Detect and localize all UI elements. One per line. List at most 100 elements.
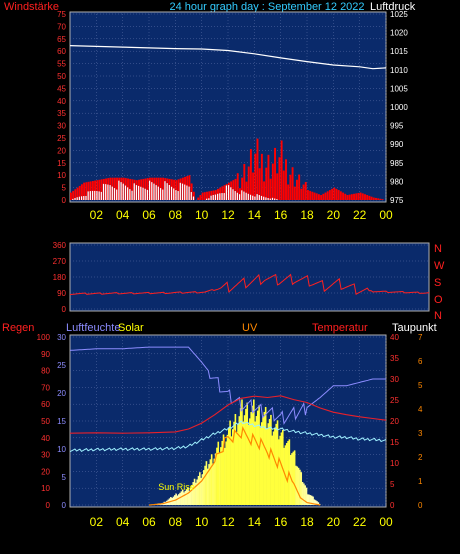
wind-bar <box>74 189 77 200</box>
wind-bar <box>278 157 281 200</box>
gust-bar <box>225 185 228 200</box>
wind-bar <box>238 188 241 200</box>
windstaerke-tick: 5 <box>62 184 67 193</box>
solar-bar <box>262 417 264 505</box>
regen-tick: 90 <box>41 350 50 359</box>
solar-bar <box>225 441 227 505</box>
solar-bar <box>250 412 252 505</box>
windstaerke-tick: 45 <box>57 84 66 93</box>
gust-bar <box>105 184 107 200</box>
wind-bar <box>72 190 75 200</box>
luftdruck-tick: 995 <box>390 122 404 131</box>
luftdruck-tick: 1020 <box>390 29 408 38</box>
taupunkt-series <box>69 420 387 453</box>
wind-bar <box>269 178 272 200</box>
x-tick-label: 06 <box>142 515 156 529</box>
solar-bar <box>267 423 270 505</box>
solar-bar <box>220 447 222 505</box>
humidity-tick: 10 <box>57 445 66 454</box>
wind-bar <box>254 153 257 200</box>
solar-bar <box>292 451 295 505</box>
wind-bar <box>192 191 195 200</box>
uv-tick: 2 <box>418 453 423 462</box>
wind-bar <box>326 191 329 200</box>
wind-bar <box>87 181 90 200</box>
humidity-tick: 0 <box>62 501 67 510</box>
gust-bar <box>140 186 142 200</box>
wind-bar <box>271 163 274 200</box>
wind-bar <box>265 167 268 200</box>
solar-bar <box>305 487 308 505</box>
wind-bar <box>300 188 303 200</box>
wind-bar <box>291 167 294 200</box>
wind-bar <box>243 163 246 200</box>
solar-bar <box>293 450 296 505</box>
wind-bar <box>364 194 366 200</box>
temperature-tick: 10 <box>390 459 399 468</box>
solar-bar <box>283 447 285 505</box>
solar-bar <box>245 408 247 505</box>
dir-label-n-bottom: N <box>434 310 442 322</box>
solar-bar <box>199 472 201 505</box>
wind-bar <box>298 174 301 200</box>
wind-bar <box>282 170 285 200</box>
regen-label: Regen <box>2 322 34 334</box>
solar-bar <box>263 411 266 505</box>
wind-bar <box>289 174 292 200</box>
uv-tick: 6 <box>418 357 423 366</box>
regen-tick: 80 <box>41 367 50 376</box>
solar-bar <box>270 414 272 505</box>
humidity-tick: 20 <box>57 389 66 398</box>
taupunkt-label: Taupunkt <box>392 322 437 334</box>
gust-bar <box>269 198 271 200</box>
gust-bar <box>221 193 223 200</box>
windstaerke-tick: 40 <box>57 97 66 106</box>
gust-bar <box>238 194 241 200</box>
temperature-tick: 15 <box>390 438 399 447</box>
solar-bar <box>222 434 225 505</box>
direction-tick: 360 <box>53 241 67 250</box>
gust-bar <box>173 188 175 200</box>
gust-bar <box>254 196 256 200</box>
luftdruck-tick: 985 <box>390 159 404 168</box>
uv-tick: 1 <box>418 477 423 486</box>
x-tick-label: 20 <box>327 515 341 529</box>
gust-bar <box>111 186 113 200</box>
solar-bar <box>242 421 245 505</box>
x-tick-label: 02 <box>90 208 104 222</box>
wind-bar <box>337 190 340 200</box>
wind-bar <box>287 184 290 200</box>
windstaerke-tick: 75 <box>57 10 66 19</box>
gust-bar <box>149 180 151 200</box>
chart-title: 24 hour graph day : September 12 2022 <box>169 1 364 13</box>
gust-bar <box>80 196 83 200</box>
luftdruck-label: Luftdruck <box>370 1 416 13</box>
solar-bar <box>213 458 216 505</box>
luftdruck-tick: 990 <box>390 140 404 149</box>
gust-bar <box>245 192 247 200</box>
solar-bar <box>218 453 221 505</box>
solar-bar <box>266 428 268 505</box>
wind-bar <box>359 192 362 200</box>
gust-bar <box>252 195 254 200</box>
gust-bar <box>179 182 181 200</box>
x-tick-label: 18 <box>300 515 314 529</box>
solar-bar <box>291 453 293 505</box>
x-tick-label: 16 <box>274 208 288 222</box>
x-tick-label: 14 <box>248 515 262 529</box>
solar-bar <box>191 485 193 505</box>
x-tick-label: 00 <box>379 208 393 222</box>
solar-bar <box>224 447 226 505</box>
wind-bar <box>355 193 358 200</box>
solar-bar <box>193 478 196 505</box>
gust-bar <box>83 196 85 200</box>
gust-bar <box>135 185 138 200</box>
temperature-tick: 5 <box>390 480 395 489</box>
gust-bar <box>98 191 100 200</box>
gust-bar <box>85 195 87 200</box>
windstaerke-tick: 70 <box>57 22 66 31</box>
solar-bar <box>241 399 243 505</box>
wind-bar <box>100 179 103 200</box>
solar-bar <box>221 440 224 505</box>
gust-bar <box>263 196 265 200</box>
